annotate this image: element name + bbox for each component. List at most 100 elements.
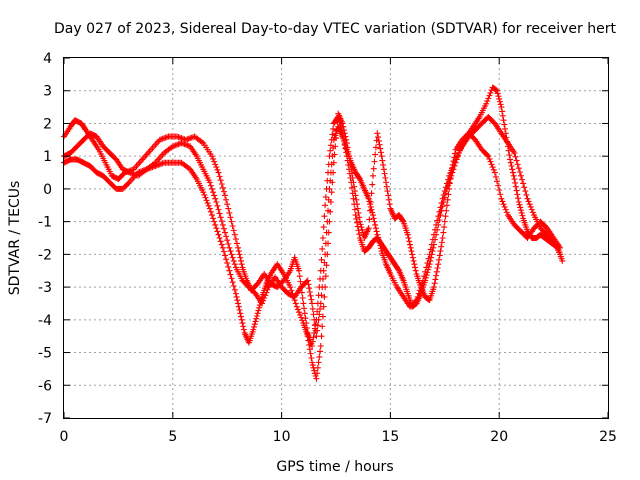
data-point	[235, 300, 242, 307]
data-point	[214, 228, 221, 235]
data-point	[422, 268, 429, 275]
data-point	[231, 261, 238, 268]
data-point	[210, 155, 217, 162]
data-point	[498, 104, 505, 111]
data-point	[485, 153, 492, 160]
data-point	[377, 242, 384, 249]
data-point	[511, 176, 518, 183]
data-point	[333, 127, 340, 133]
data-point	[299, 295, 306, 301]
data-point	[507, 156, 514, 163]
data-point	[436, 252, 443, 259]
series-track-2	[61, 113, 564, 340]
data-point	[483, 100, 490, 107]
data-point	[309, 359, 316, 366]
data-point	[237, 254, 244, 261]
data-point	[442, 184, 449, 191]
data-point	[441, 218, 448, 225]
data-point	[293, 303, 300, 310]
y-tick-label: 3	[43, 84, 52, 100]
data-point	[517, 172, 524, 179]
data-point	[421, 273, 428, 280]
data-point	[206, 205, 213, 212]
data-point	[443, 207, 450, 214]
data-point	[321, 213, 328, 220]
data-point	[218, 218, 225, 225]
data-point	[426, 251, 433, 258]
data-point	[215, 206, 222, 213]
data-point	[351, 183, 358, 190]
data-point	[250, 326, 257, 333]
data-point	[412, 267, 419, 274]
data-point	[489, 164, 496, 171]
data-point	[407, 244, 414, 251]
data-point	[343, 136, 350, 143]
data-point	[347, 161, 354, 168]
data-point	[235, 248, 242, 255]
data-point	[306, 346, 313, 353]
data-point	[219, 244, 226, 251]
data-point	[307, 292, 314, 299]
data-point	[317, 300, 324, 307]
data-point	[449, 161, 456, 168]
data-point	[496, 187, 503, 193]
data-point	[502, 125, 509, 132]
data-point	[518, 209, 525, 216]
y-tick-label: 4	[43, 51, 52, 67]
data-point	[515, 199, 522, 205]
data-point	[515, 165, 522, 172]
data-point	[212, 221, 219, 228]
data-point	[216, 210, 223, 217]
data-point	[315, 316, 322, 323]
data-point	[370, 165, 377, 172]
data-point	[386, 201, 393, 208]
chart-title: Day 027 of 2023, Sidereal Day-to-day VTE…	[54, 21, 616, 37]
data-point	[257, 299, 264, 306]
y-tick-label: -2	[38, 247, 52, 263]
data-point	[369, 181, 376, 188]
data-point	[319, 323, 326, 330]
data-point	[314, 364, 321, 371]
y-tick-label: -7	[38, 411, 52, 427]
data-point	[309, 343, 316, 349]
data-points	[61, 84, 566, 382]
data-point	[526, 201, 533, 208]
data-point	[211, 218, 218, 225]
data-point	[289, 290, 296, 297]
data-point	[305, 281, 312, 288]
data-point	[373, 228, 380, 235]
data-point	[296, 267, 303, 274]
y-tick-label: 2	[43, 116, 52, 132]
data-point	[351, 206, 358, 213]
data-point	[450, 158, 457, 165]
data-point	[559, 257, 566, 264]
data-point	[438, 239, 445, 246]
data-point	[435, 213, 442, 220]
data-point	[237, 257, 244, 264]
data-point	[319, 313, 326, 320]
data-point	[322, 273, 329, 280]
data-point	[314, 327, 321, 334]
data-point	[237, 313, 244, 320]
data-point	[326, 185, 333, 192]
data-point	[443, 202, 450, 209]
data-point	[215, 231, 222, 238]
data-point	[317, 343, 324, 349]
data-point	[367, 199, 374, 205]
data-point	[296, 273, 303, 280]
data-point	[516, 201, 523, 208]
data-point	[313, 375, 320, 382]
data-point	[507, 159, 514, 166]
data-point	[434, 217, 441, 224]
data-point	[436, 208, 443, 215]
data-point	[301, 305, 308, 312]
data-point	[353, 196, 360, 203]
data-point	[313, 333, 320, 340]
data-point	[253, 315, 260, 322]
data-point	[222, 192, 229, 199]
data-point	[449, 165, 456, 172]
data-point	[447, 175, 454, 181]
data-point	[219, 221, 226, 228]
data-point	[230, 227, 237, 234]
